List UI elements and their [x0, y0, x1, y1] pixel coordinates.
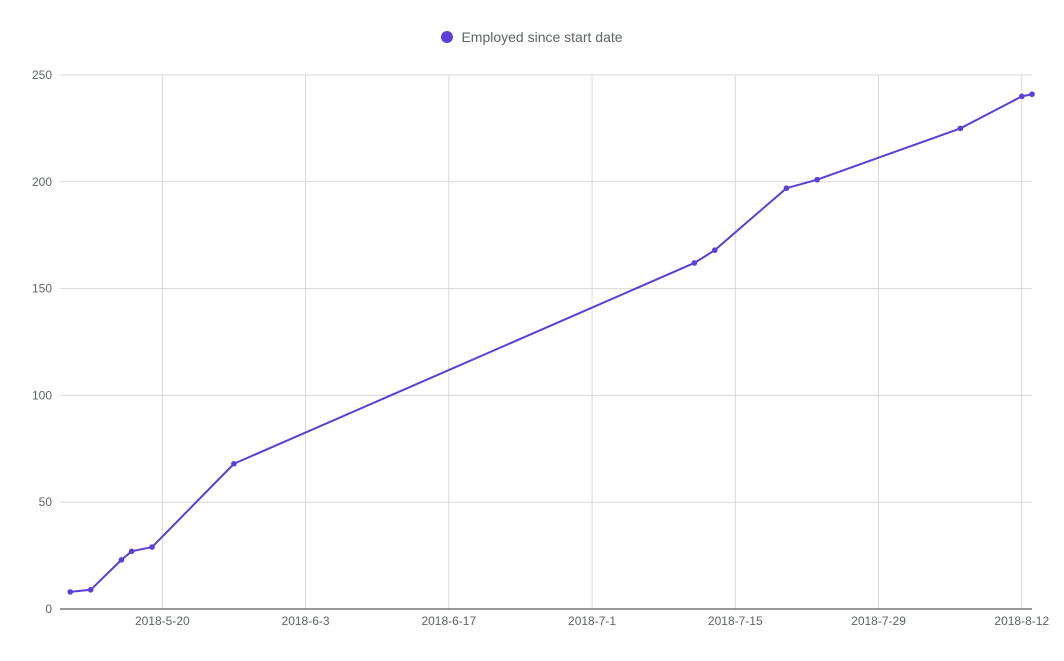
x-tick-label: 2018-7-29: [851, 614, 906, 628]
data-point: [957, 125, 964, 132]
y-tick-label: 100: [32, 388, 52, 402]
data-point: [691, 260, 698, 266]
legend: Employed since start date: [0, 29, 1064, 45]
y-tick-label: 50: [39, 495, 53, 509]
x-tick-label: 2018-6-17: [421, 614, 476, 628]
data-point: [67, 589, 74, 595]
series-line: [70, 93, 1033, 593]
data-point: [128, 548, 135, 555]
data-point: [783, 185, 790, 192]
x-tick-label: 2018-7-1: [568, 614, 616, 628]
x-tick-label: 2018-6-3: [282, 614, 330, 628]
data-point: [87, 586, 94, 593]
legend-swatch: [441, 31, 454, 43]
x-tick-label: 2018-8-12: [994, 614, 1049, 628]
data-point: [1018, 93, 1025, 100]
x-tick-label: 2018-7-15: [708, 614, 763, 628]
data-point: [118, 557, 125, 563]
y-tick-label: 250: [32, 68, 52, 82]
data-point: [231, 460, 237, 467]
y-tick-label: 0: [45, 602, 52, 616]
x-tick-label: 2018-5-20: [135, 614, 190, 628]
data-point: [712, 247, 718, 253]
legend-label: Employed since start date: [461, 29, 623, 45]
data-point: [1029, 91, 1035, 98]
y-tick-label: 150: [32, 282, 52, 296]
y-tick-label: 200: [32, 175, 52, 189]
data-point: [149, 544, 155, 550]
data-point: [814, 176, 820, 183]
